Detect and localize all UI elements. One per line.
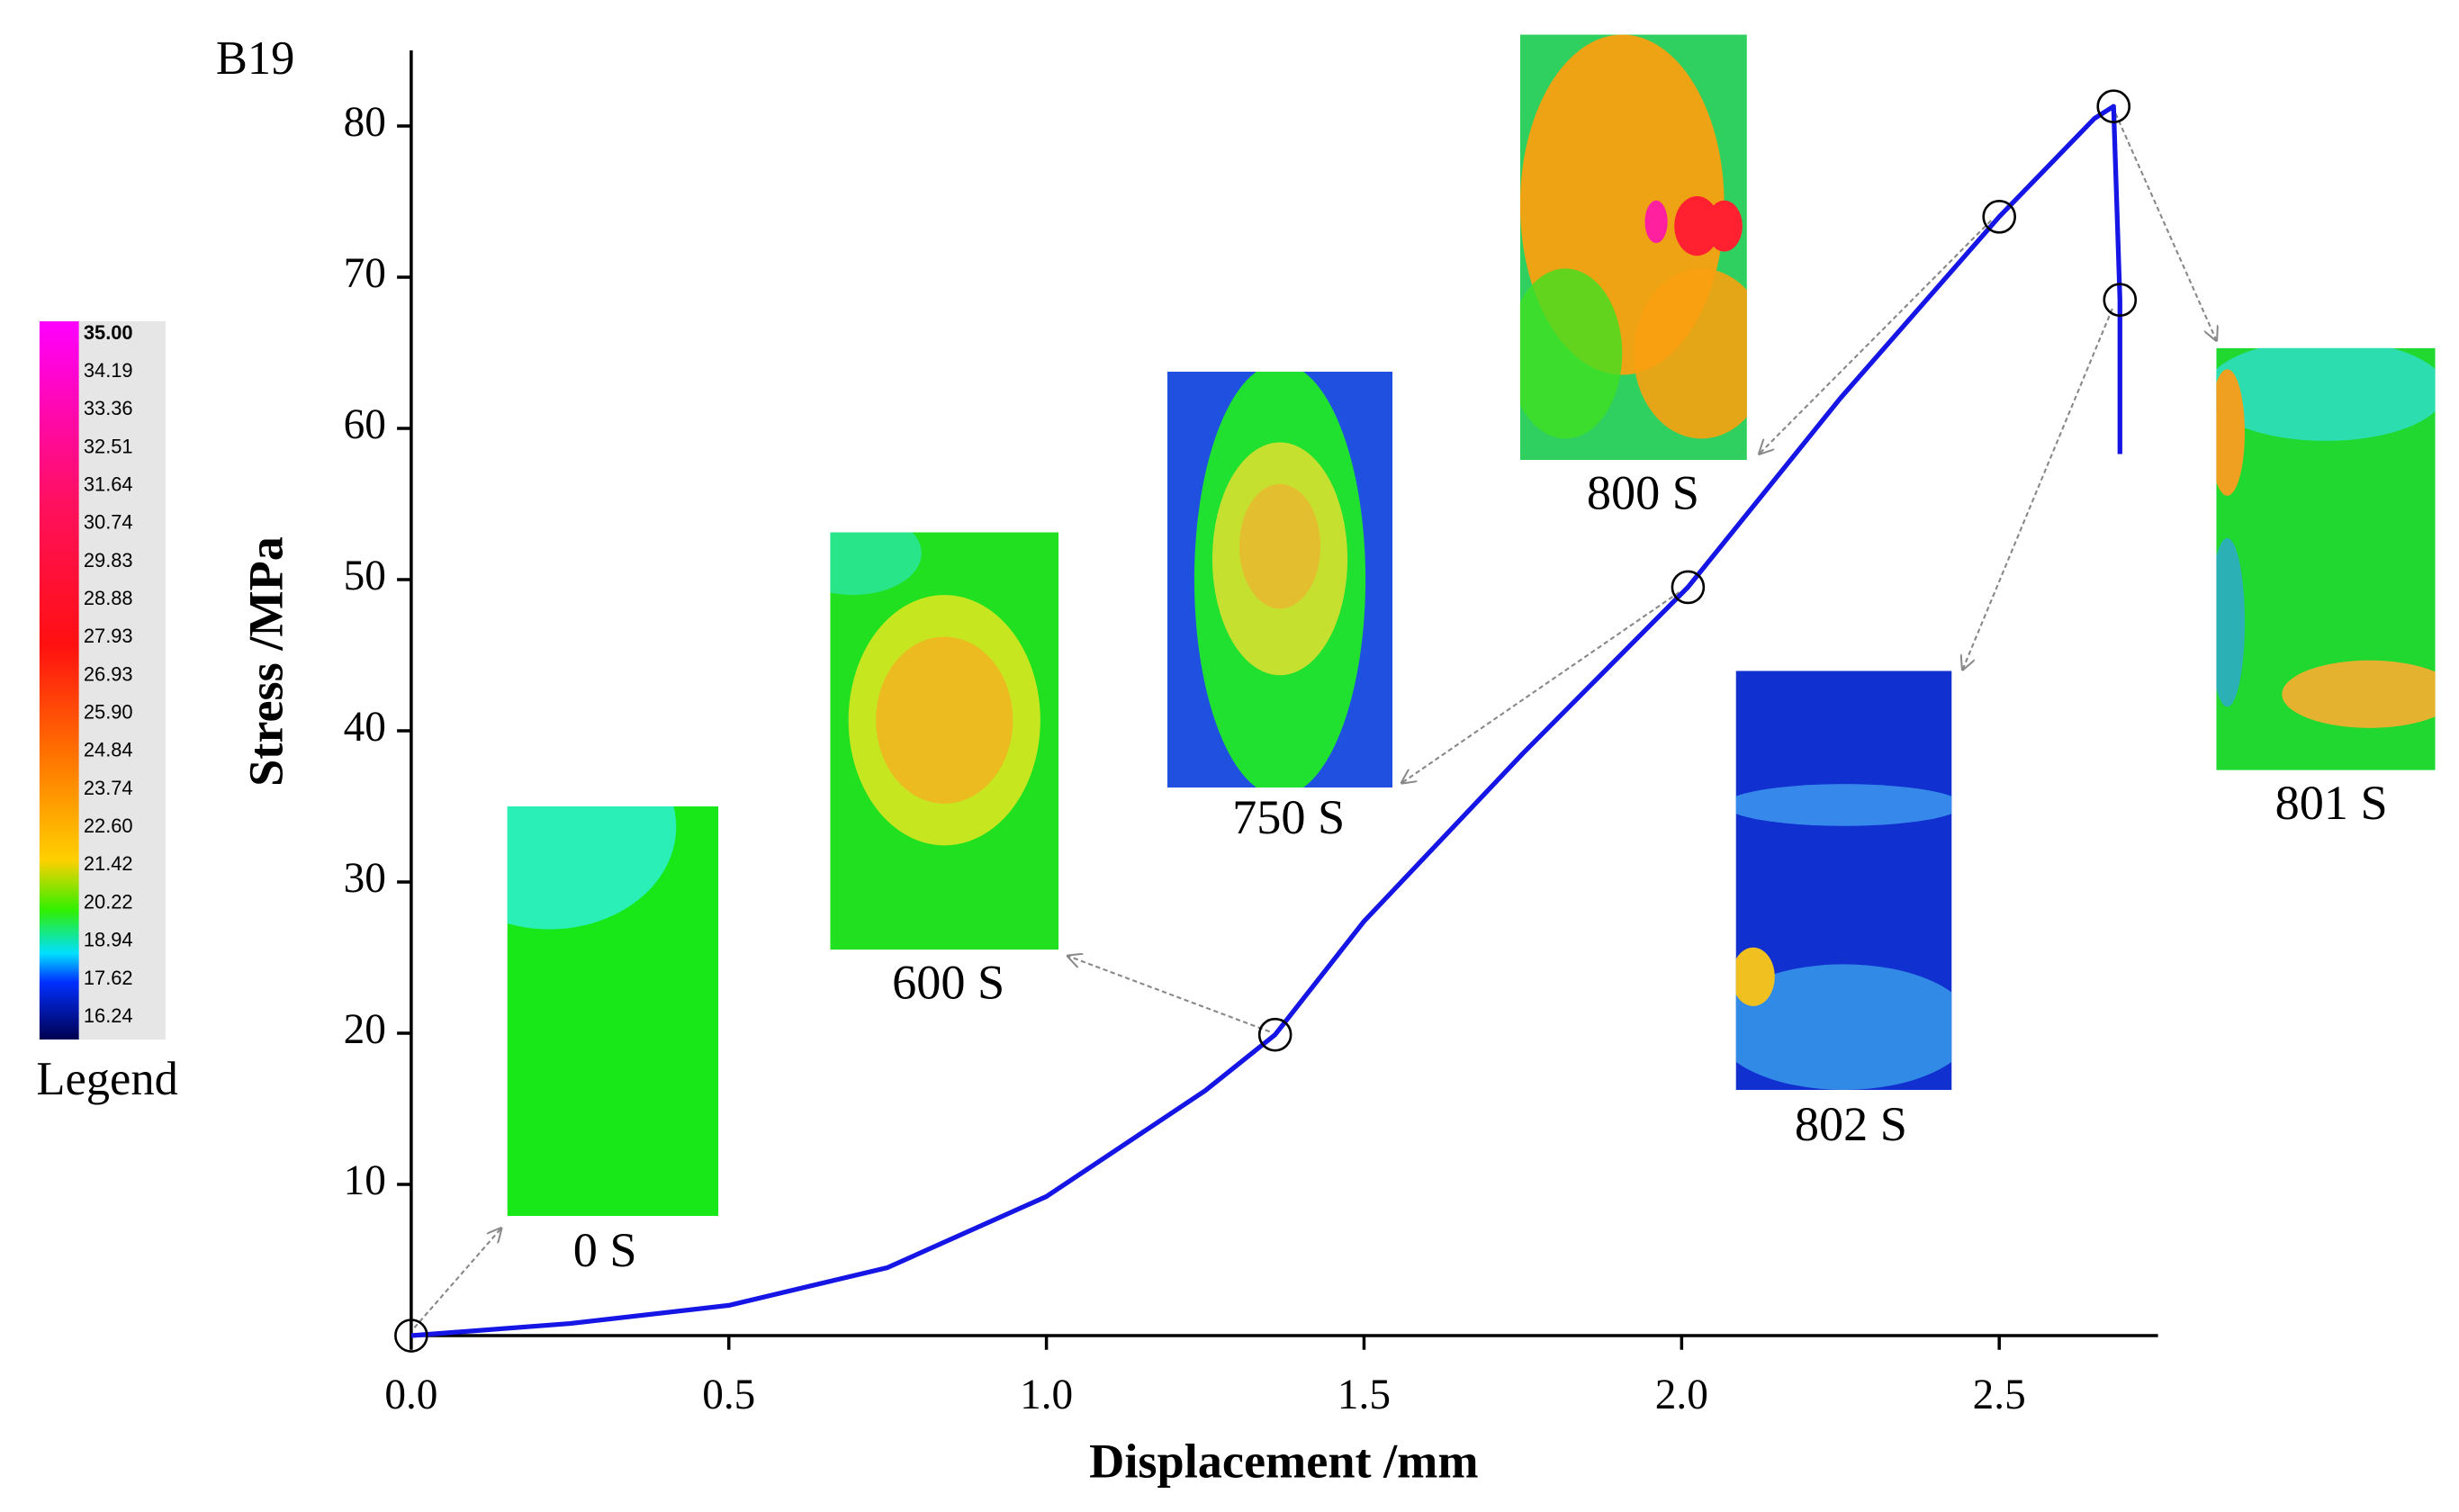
point-marker — [1257, 1017, 1293, 1052]
thermal-spot — [1735, 947, 1775, 1006]
y-tick-label: 40 — [344, 704, 386, 751]
point-marker — [1671, 570, 1706, 605]
point-marker — [1982, 199, 2017, 234]
thermal-spot — [876, 636, 1013, 804]
stress-curve — [410, 104, 2122, 1338]
colorbar-label: 33.36 — [84, 397, 133, 419]
pointer-arrow — [1963, 308, 2113, 670]
x-tick-label: 0.5 — [702, 1372, 755, 1418]
inset-label: 800 S — [1587, 465, 1699, 519]
colorbar-label: 28.88 — [84, 587, 133, 609]
pointer-arrow — [1068, 956, 1270, 1033]
thermal-spot — [1519, 268, 1623, 439]
colorbar-label: 21.42 — [84, 852, 133, 875]
thermal-image — [1519, 34, 1747, 460]
x-tick-label: 2.0 — [1655, 1372, 1708, 1418]
inset-label: 801 S — [2275, 776, 2388, 830]
x-tick-label: 1.0 — [1020, 1372, 1073, 1418]
colorbar-label: 22.60 — [84, 814, 133, 837]
colorbar-label: 20.22 — [84, 890, 133, 913]
thermal-spot — [2282, 660, 2436, 728]
colorbar — [39, 321, 166, 1040]
thermal-image — [1735, 670, 1952, 1090]
thermal-spot — [1644, 200, 1668, 244]
colorbar-title: Legend — [36, 1053, 177, 1105]
point-marker — [2103, 283, 2138, 318]
thermal-image — [830, 532, 1059, 950]
colorbar-label: 18.94 — [84, 929, 133, 951]
colorbar-label: 23.74 — [84, 777, 133, 799]
thermal-spot — [2216, 369, 2245, 496]
thermal-spot — [2216, 537, 2245, 707]
x-axis-label: Displacement /mm — [1089, 1435, 1478, 1489]
thermal-spot — [507, 806, 677, 930]
y-tick-label: 10 — [344, 1157, 386, 1204]
colorbar-label: 31.64 — [84, 472, 133, 495]
y-tick-label: 50 — [344, 553, 386, 599]
colorbar-label: 16.24 — [84, 1004, 133, 1027]
colorbar-label: 30.74 — [84, 511, 133, 534]
inset-label: 0 S — [573, 1223, 637, 1277]
thermal-spot — [1706, 200, 1743, 252]
pointer-arrow — [1402, 591, 1680, 783]
colorbar-label: 35.00 — [84, 321, 133, 344]
thermal-image — [1166, 372, 1393, 788]
y-tick-label: 70 — [344, 250, 386, 297]
y-tick-label: 30 — [344, 855, 386, 902]
thermal-spot — [1239, 483, 1321, 609]
colorbar-label: 27.93 — [84, 625, 133, 647]
inset-label: 750 S — [1232, 790, 1345, 844]
colorbar-label: 17.62 — [84, 967, 133, 989]
thermal-spot — [1735, 784, 1952, 826]
thermal-spot — [1674, 196, 1720, 256]
thermal-image — [507, 806, 719, 1216]
thermal-spot — [830, 532, 922, 596]
x-tick-label: 1.5 — [1338, 1372, 1391, 1418]
colorbar-gradient — [39, 321, 79, 1040]
point-marker — [394, 1318, 428, 1353]
y-tick-label: 20 — [344, 1006, 386, 1053]
y-axis-label: Stress /MPa — [239, 536, 293, 787]
x-tick-label: 0.0 — [384, 1372, 437, 1418]
colorbar-label: 29.83 — [84, 549, 133, 572]
y-tick-label: 80 — [344, 99, 386, 146]
pointer-arrow — [2114, 112, 2216, 340]
y-tick-label: 60 — [344, 401, 386, 448]
colorbar-label: 25.90 — [84, 701, 133, 724]
x-tick-label: 2.5 — [1973, 1372, 2026, 1418]
point-marker — [2096, 89, 2131, 123]
thermal-image — [2216, 347, 2436, 770]
thermal-spot — [2216, 347, 2436, 441]
thermal-spot — [1735, 964, 1952, 1090]
pointer-arrow — [1760, 220, 1992, 454]
thermal-spot — [1633, 268, 1747, 439]
colorbar-label: 32.51 — [84, 435, 133, 457]
colorbar-label: 26.93 — [84, 662, 133, 685]
colorbar-label: 34.19 — [84, 359, 133, 382]
pointer-arrow — [413, 1228, 500, 1328]
inset-label: 600 S — [892, 956, 1004, 1010]
annotation: B19 — [216, 32, 295, 85]
colorbar-label: 24.84 — [84, 739, 133, 761]
inset-label: 802 S — [1795, 1097, 1907, 1151]
